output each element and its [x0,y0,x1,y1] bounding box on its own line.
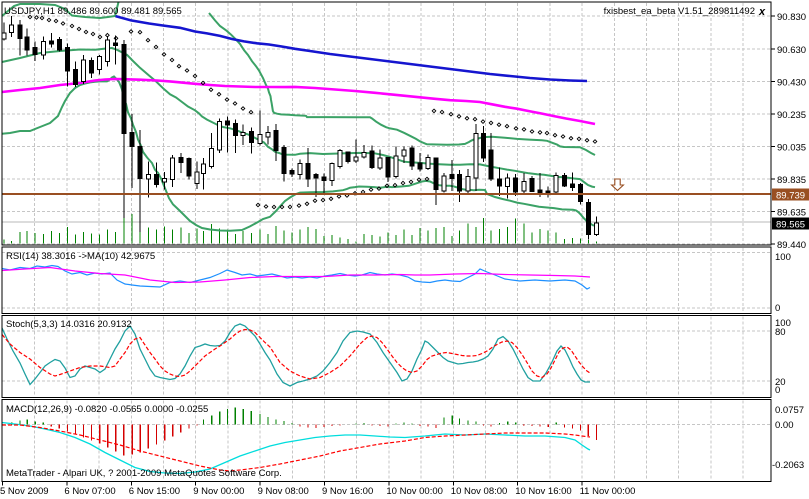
svg-text:20: 20 [775,377,786,388]
svg-text:0.0757: 0.0757 [775,405,804,416]
svg-text:-0.2063: -0.2063 [772,460,804,471]
svg-text:89.835: 89.835 [777,175,806,186]
svg-text:RSI(14) 38.3016 ->MA(10) 42.9: RSI(14) 38.3016 ->MA(10) 42.9675 [6,251,155,262]
svg-text:Stoch(5,3,3) 14.0316 20.9132: Stoch(5,3,3) 14.0316 20.9132 [6,319,132,330]
svg-text:MetaTrader - Alpari UK, ? 2001: MetaTrader - Alpari UK, ? 2001-2009 Meta… [6,468,282,479]
svg-text:0.00: 0.00 [775,420,794,431]
svg-text:6 Nov 15:00: 6 Nov 15:00 [129,486,180,497]
svg-text:USDJPY,H1 89.486 89.600 89.48: USDJPY,H1 89.486 89.600 89.481 89.565 [4,6,182,17]
svg-text:90.830: 90.830 [777,12,806,23]
svg-text:5 Nov 2009: 5 Nov 2009 [0,486,49,497]
svg-text:90.630: 90.630 [777,45,806,56]
svg-text:90.235: 90.235 [777,110,806,121]
svg-text:89.565: 89.565 [776,220,805,231]
svg-text:89.440: 89.440 [777,240,806,251]
svg-text:9 Nov 16:00: 9 Nov 16:00 [322,486,373,497]
svg-text:9 Nov 00:00: 9 Nov 00:00 [193,486,244,497]
svg-text:10 Nov 00:00: 10 Nov 00:00 [386,486,443,497]
svg-text:10 Nov 16:00: 10 Nov 16:00 [515,486,572,497]
svg-text:90.035: 90.035 [777,143,806,154]
svg-text:0: 0 [775,303,780,314]
svg-text:x: x [758,6,766,18]
svg-text:89.739: 89.739 [776,191,805,202]
svg-text:6 Nov 07:00: 6 Nov 07:00 [64,486,115,497]
svg-text:9 Nov 08:00: 9 Nov 08:00 [258,486,309,497]
svg-text:100: 100 [775,318,791,329]
svg-text:100: 100 [775,252,791,263]
svg-text:0: 0 [775,385,780,396]
svg-text:10 Nov 08:00: 10 Nov 08:00 [451,486,508,497]
svg-text:11 Nov 00:00: 11 Nov 00:00 [580,486,636,497]
svg-text:89.635: 89.635 [777,208,806,219]
svg-text:fxisbest_ea_beta V1.51_2898114: fxisbest_ea_beta V1.51_289811492 [604,6,755,17]
svg-text:MACD(12,26,9) -0.0820 -0.0565: MACD(12,26,9) -0.0820 -0.0565 0.0000 -0.… [6,404,208,415]
svg-text:80: 80 [775,327,786,338]
svg-text:90.430: 90.430 [777,78,806,89]
